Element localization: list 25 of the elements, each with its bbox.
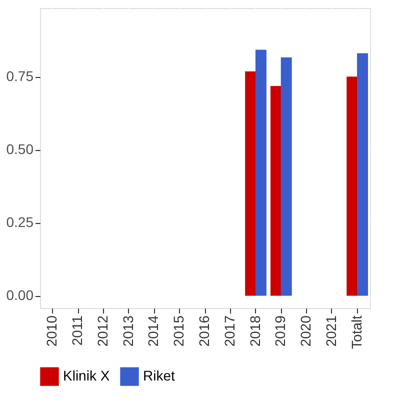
x-tick-label: 2019 (272, 315, 288, 347)
x-tick-label: 2016 (196, 315, 212, 347)
x-tick-label: 2021 (322, 315, 339, 347)
x-tick-label: 2012 (94, 315, 110, 347)
y-tick-label: 0.75 (6, 68, 34, 84)
bar (357, 53, 368, 296)
x-tick-label: 2010 (44, 315, 60, 347)
x-tick-label: Totalt (348, 315, 364, 349)
y-tick-label: 0.50 (6, 141, 34, 158)
x-tick-label: 2014 (145, 315, 162, 347)
x-tick-label: 2013 (120, 315, 136, 347)
bar (245, 71, 256, 296)
bar (255, 50, 266, 296)
y-tick-label: 0.25 (6, 214, 34, 230)
x-tick-label: 2020 (298, 315, 314, 347)
x-tick-label: 2018 (246, 315, 263, 347)
bar (280, 57, 292, 296)
x-tick-label: 2017 (221, 315, 238, 347)
legend-label: Riket (143, 368, 176, 384)
x-tick-label: 2015 (170, 315, 187, 347)
bar (346, 76, 358, 296)
bar (270, 86, 282, 296)
legend-label: Klinik X (63, 368, 110, 384)
x-tick-label: 2011 (69, 315, 86, 346)
y-tick-label: 0.00 (6, 287, 34, 304)
